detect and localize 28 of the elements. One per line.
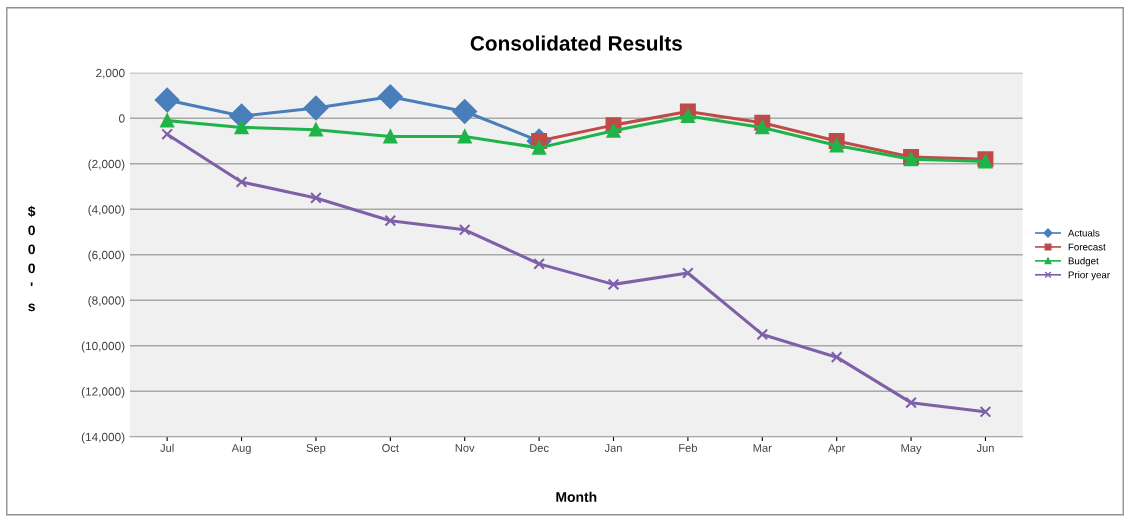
x-tick-label: Apr — [828, 444, 846, 455]
x-tick-label: Sep — [306, 444, 326, 455]
x-tick-label: Feb — [679, 443, 697, 452]
y-tick-label: (14,000) — [81, 432, 125, 444]
chart-title: Consolidated Results — [470, 35, 682, 51]
x-tick-label: Jan — [604, 444, 622, 452]
y-tick-label: (6,000) — [88, 250, 125, 262]
legend-label: Forecast — [1068, 243, 1106, 251]
y-tick-label: 2,000 — [96, 68, 125, 79]
x-axis-title: Month — [556, 491, 597, 502]
x-tick-label: Oct — [382, 444, 399, 452]
legend-label: Budget — [1068, 257, 1099, 267]
x-tick-label: Dec — [530, 444, 549, 452]
text: $000's — [27, 205, 36, 312]
y-tick-label: (2,000) — [88, 159, 125, 171]
y-tick-label: (12,000) — [81, 387, 125, 399]
x-tick-label: Jul — [160, 443, 174, 452]
x-tick-label: Jun — [976, 444, 994, 452]
legend-label: Prior year — [1068, 271, 1110, 281]
y-tick-label: (10,000) — [81, 341, 125, 353]
y-tick-label: 0 — [118, 114, 125, 123]
x-tick-label: Nov — [455, 444, 475, 452]
x-tick-label: Mar — [753, 444, 772, 452]
y-tick-label: (8,000) — [88, 296, 125, 308]
x-tick-label: Aug — [231, 444, 251, 455]
legend-label: Actuals — [1067, 229, 1100, 237]
y-tick-label: (4,000) — [88, 205, 125, 217]
x-tick-label: May — [901, 444, 922, 455]
